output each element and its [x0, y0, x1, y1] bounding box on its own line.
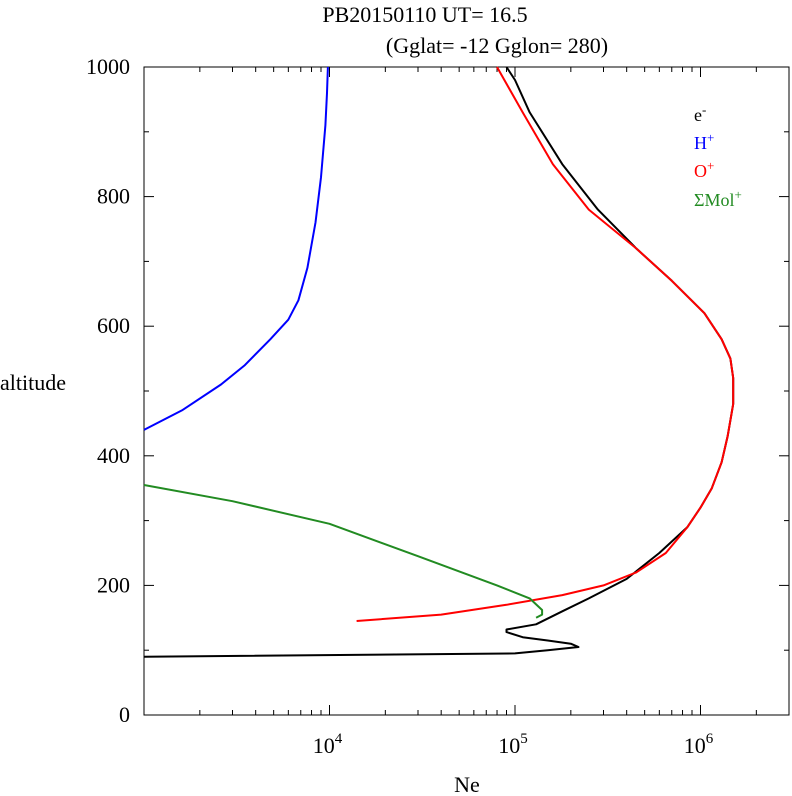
legend-entry-1: H+: [694, 130, 714, 153]
chart-title-line1: PB20150110 UT= 16.5: [322, 2, 527, 27]
series-line-3: [143, 484, 544, 619]
y-tick-label: 600: [97, 313, 130, 338]
y-tick-label: 400: [97, 443, 130, 468]
axis-ticks: [143, 66, 790, 716]
series-line-0: [143, 66, 735, 658]
y-tick-label: 200: [97, 572, 130, 597]
legend-entry-2: O+: [694, 158, 714, 181]
x-axis-label: Ne: [454, 772, 480, 796]
legend: e- H+ O+ ΣMol+: [694, 102, 742, 210]
x-tick-label: 106: [684, 731, 714, 758]
y-tick-label: 0: [119, 702, 130, 727]
tick-labels: 0 200 400 600 800 1000 104 105 106: [86, 54, 714, 758]
plot-frame: [143, 66, 790, 716]
legend-entry-3: ΣMol+: [694, 187, 742, 210]
chart-title-line2: (Gglat= -12 Gglon= 280): [386, 33, 608, 58]
series-line-1: [143, 66, 329, 431]
legend-entry-0: e-: [694, 102, 706, 125]
y-tick-label: 800: [97, 184, 130, 209]
x-tick-label: 105: [498, 731, 528, 758]
series-lines: [143, 66, 735, 658]
y-axis-label: altitude: [0, 370, 66, 395]
x-tick-label: 104: [313, 731, 343, 758]
y-tick-label: 1000: [86, 54, 130, 79]
series-line-2: [356, 66, 735, 622]
